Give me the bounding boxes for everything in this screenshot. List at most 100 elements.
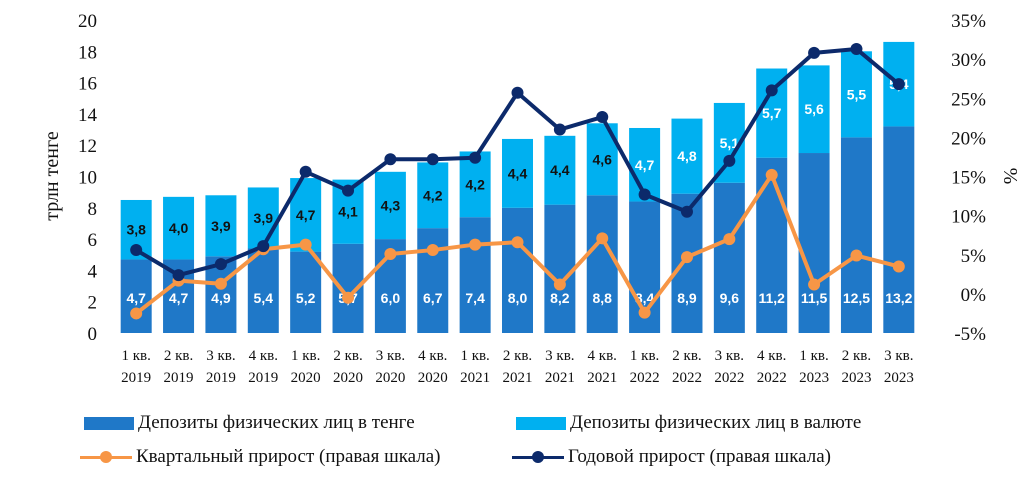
bar-label-tenge-17: 12,5 [843,290,870,306]
x-tick-year-9: 2021 [503,370,533,386]
legend-swatch-tenge [84,416,134,430]
x-tick-quarter-12: 1 кв. [630,348,659,364]
bar-label-fx-8: 4,2 [465,176,485,192]
x-tick-quarter-2: 3 кв. [206,348,235,364]
quarterly-growth-point-4 [299,238,312,251]
bar-tenge-7 [417,228,449,333]
legend-label-annual: Годовой прирост (правая шкала) [568,446,831,467]
bar-label-tenge-6: 6,0 [381,290,401,306]
bar-tenge-18 [883,126,915,333]
annual-growth-point-7 [426,153,439,166]
annual-growth-point-5 [342,184,355,197]
bar-fx-7 [417,162,449,229]
quarterly-growth-point-2 [214,277,227,290]
bar-fx-3 [247,187,279,249]
bar-label-tenge-4: 5,2 [296,290,316,306]
y-right-tick-5: 20% [951,128,986,149]
bar-fx-10 [544,135,576,205]
x-tick-quarter-13: 2 кв. [672,348,701,364]
bar-label-fx-11: 4,6 [593,151,613,167]
bar-label-fx-15: 5,7 [762,105,782,121]
y-left-tick-2: 4 [88,261,98,282]
y-left-tick-8: 16 [78,74,97,95]
quarterly-growth-point-10 [553,278,566,291]
bar-label-fx-14: 5,1 [720,135,740,151]
bar-tenge-11 [586,195,618,333]
x-tick-year-7: 2020 [418,370,448,386]
x-tick-year-11: 2021 [587,370,617,386]
quarterly-growth-point-12 [638,306,651,319]
bar-tenge-0 [120,259,152,333]
annual-growth-point-17 [850,42,863,55]
x-tick-year-0: 2019 [121,370,151,386]
bar-label-tenge-1: 4,7 [169,290,189,306]
quarterly-growth-point-15 [765,168,778,181]
y-right-tick-4: 15% [951,168,986,189]
bar-label-fx-17: 5,5 [847,86,867,102]
y-axis-right-title: % [999,168,1021,185]
legend-item-annual-growth: Годовой прирост (правая шкала) [512,446,831,468]
bar-label-tenge-7: 6,7 [423,290,443,306]
bar-label-tenge-10: 8,2 [550,290,570,306]
quarterly-growth-point-11 [596,232,609,245]
bar-label-tenge-8: 7,4 [465,290,485,306]
y-left-tick-1: 2 [88,293,98,314]
annual-growth-point-14 [723,154,736,167]
x-tick-quarter-7: 4 кв. [418,348,447,364]
bar-label-tenge-0: 4,7 [126,290,146,306]
y-left-tick-10: 20 [78,11,97,32]
annual-growth-point-9 [511,86,524,99]
bar-tenge-9 [502,207,533,333]
quarterly-growth-point-14 [723,233,736,246]
bar-label-tenge-2: 4,9 [211,290,231,306]
y-right-tick-7: 30% [951,50,986,71]
bar-label-tenge-15: 11,2 [758,290,785,306]
bar-fx-2 [205,195,237,257]
bar-label-tenge-11: 8,8 [593,290,613,306]
x-tick-year-18: 2023 [884,370,914,386]
bar-label-fx-10: 4,4 [550,162,570,178]
x-tick-quarter-1: 2 кв. [164,348,193,364]
bar-tenge-17 [840,137,872,333]
x-tick-year-4: 2020 [291,370,321,386]
x-tick-year-1: 2019 [164,370,194,386]
y-right-tick-0: -5% [954,324,986,345]
y-left-tick-3: 6 [88,230,98,251]
bar-label-fx-12: 4,7 [635,157,655,173]
x-tick-quarter-18: 3 кв. [884,348,913,364]
x-tick-quarter-15: 4 кв. [757,348,786,364]
quarterly-growth-point-16 [808,278,821,291]
x-tick-year-8: 2021 [460,370,490,386]
y-axis-left-title: трлн тенге [41,131,63,221]
bar-label-fx-13: 4,8 [677,148,697,164]
y-left-tick-5: 10 [78,168,97,189]
x-tick-quarter-3: 4 кв. [249,348,278,364]
bar-fx-1 [163,196,195,260]
x-tick-year-5: 2020 [333,370,363,386]
bar-label-fx-7: 4,2 [423,187,443,203]
legend-label-fx: Депозиты физических лиц в валюте [570,412,862,433]
legend-swatch-annual [512,450,564,464]
annual-growth-point-12 [638,188,651,201]
legend-swatch-quarterly [80,450,132,464]
bar-label-fx-0: 3,8 [126,222,146,238]
bar-tenge-10 [544,204,576,333]
legend-item-fx-deposits: Депозиты физических лиц в валюте [516,412,861,434]
bar-fx-17 [840,51,872,138]
quarterly-growth-point-6 [384,247,397,260]
annual-growth-point-1 [172,269,185,282]
annual-growth-point-6 [384,153,397,166]
annual-growth-point-4 [299,165,312,178]
bar-fx-16 [798,65,830,154]
bar-label-tenge-14: 9,6 [720,290,740,306]
x-tick-quarter-10: 3 кв. [545,348,574,364]
bar-fx-13 [671,118,703,194]
legend-swatch-fx [516,416,566,430]
x-tick-year-10: 2021 [545,370,575,386]
y-left-tick-9: 18 [78,42,97,63]
annual-growth-point-13 [680,205,693,218]
y-left-tick-6: 12 [78,136,97,157]
bar-tenge-14 [713,182,745,333]
x-tick-year-17: 2023 [841,370,871,386]
bar-label-tenge-9: 8,0 [508,290,528,306]
